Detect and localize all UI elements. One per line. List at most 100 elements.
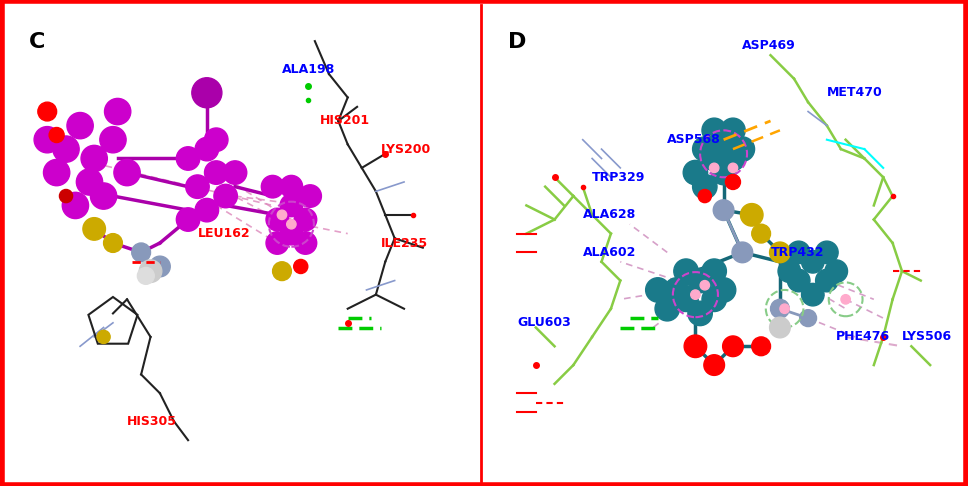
Circle shape (770, 242, 790, 263)
Circle shape (800, 310, 817, 327)
Circle shape (711, 160, 736, 185)
Text: ALA628: ALA628 (583, 208, 636, 221)
Text: ALA602: ALA602 (583, 246, 636, 259)
Circle shape (816, 269, 838, 292)
Circle shape (224, 161, 247, 184)
Circle shape (674, 259, 698, 283)
Text: LEU162: LEU162 (197, 227, 250, 240)
Circle shape (280, 175, 303, 198)
Circle shape (646, 278, 670, 302)
Circle shape (721, 146, 745, 171)
Circle shape (294, 232, 317, 254)
Circle shape (287, 220, 296, 229)
Circle shape (49, 127, 64, 142)
Circle shape (713, 200, 734, 221)
Circle shape (299, 185, 321, 208)
Circle shape (104, 234, 122, 252)
Circle shape (825, 260, 848, 282)
Circle shape (688, 268, 712, 293)
Circle shape (293, 260, 308, 274)
Circle shape (674, 287, 698, 312)
Text: HIS201: HIS201 (319, 114, 370, 127)
Circle shape (139, 260, 162, 282)
Circle shape (100, 126, 126, 153)
Circle shape (44, 159, 70, 186)
Circle shape (204, 161, 228, 184)
Circle shape (132, 243, 151, 262)
Circle shape (67, 112, 93, 139)
Circle shape (192, 78, 222, 108)
Circle shape (196, 138, 219, 161)
Circle shape (787, 241, 810, 264)
Circle shape (280, 222, 303, 245)
Text: ALA198: ALA198 (282, 63, 335, 76)
Circle shape (294, 208, 317, 231)
Circle shape (196, 198, 219, 222)
Circle shape (691, 290, 700, 299)
Circle shape (802, 250, 824, 273)
Text: MET470: MET470 (827, 87, 883, 99)
Circle shape (710, 163, 719, 173)
Text: D: D (507, 32, 526, 52)
Circle shape (38, 102, 56, 121)
Text: HIS305: HIS305 (127, 415, 177, 428)
Circle shape (711, 127, 736, 152)
Circle shape (702, 118, 726, 142)
Circle shape (778, 260, 801, 282)
Circle shape (59, 190, 73, 203)
Circle shape (702, 287, 726, 312)
Circle shape (114, 159, 140, 186)
Circle shape (771, 299, 789, 318)
Circle shape (176, 208, 199, 231)
Circle shape (692, 137, 717, 161)
Circle shape (723, 336, 743, 357)
Circle shape (732, 242, 753, 263)
Text: ASP568: ASP568 (667, 133, 721, 146)
Circle shape (266, 232, 288, 254)
Circle shape (83, 218, 106, 240)
Circle shape (702, 259, 726, 283)
Circle shape (280, 194, 303, 217)
Circle shape (692, 174, 717, 199)
Circle shape (741, 204, 763, 226)
Circle shape (780, 304, 789, 313)
Circle shape (176, 147, 199, 170)
Circle shape (137, 267, 154, 284)
Circle shape (62, 192, 88, 219)
Text: LYS200: LYS200 (380, 142, 431, 156)
Text: GLU603: GLU603 (517, 316, 571, 330)
Text: ASP469: ASP469 (742, 39, 796, 52)
Circle shape (53, 136, 79, 162)
Circle shape (802, 283, 824, 306)
Circle shape (277, 210, 287, 220)
Circle shape (81, 145, 107, 172)
Circle shape (752, 224, 771, 243)
Circle shape (721, 118, 745, 142)
Circle shape (266, 208, 288, 231)
Circle shape (711, 278, 736, 302)
Text: C: C (28, 32, 45, 52)
Circle shape (90, 183, 117, 209)
Circle shape (664, 278, 689, 302)
Circle shape (770, 317, 790, 338)
Circle shape (728, 163, 738, 173)
Circle shape (683, 160, 708, 185)
Circle shape (704, 355, 724, 375)
Circle shape (700, 280, 710, 290)
Circle shape (841, 295, 850, 304)
Circle shape (105, 98, 131, 125)
Circle shape (214, 184, 237, 208)
Circle shape (725, 174, 741, 190)
Circle shape (186, 175, 209, 198)
Circle shape (787, 269, 810, 292)
Circle shape (150, 256, 170, 277)
Text: TRP329: TRP329 (592, 171, 646, 184)
Circle shape (273, 262, 291, 280)
Circle shape (34, 126, 60, 153)
Text: LYS506: LYS506 (902, 330, 953, 344)
Circle shape (684, 335, 707, 358)
Circle shape (688, 301, 712, 326)
Circle shape (97, 330, 110, 344)
Circle shape (752, 337, 771, 356)
Text: TRP432: TRP432 (771, 246, 824, 259)
